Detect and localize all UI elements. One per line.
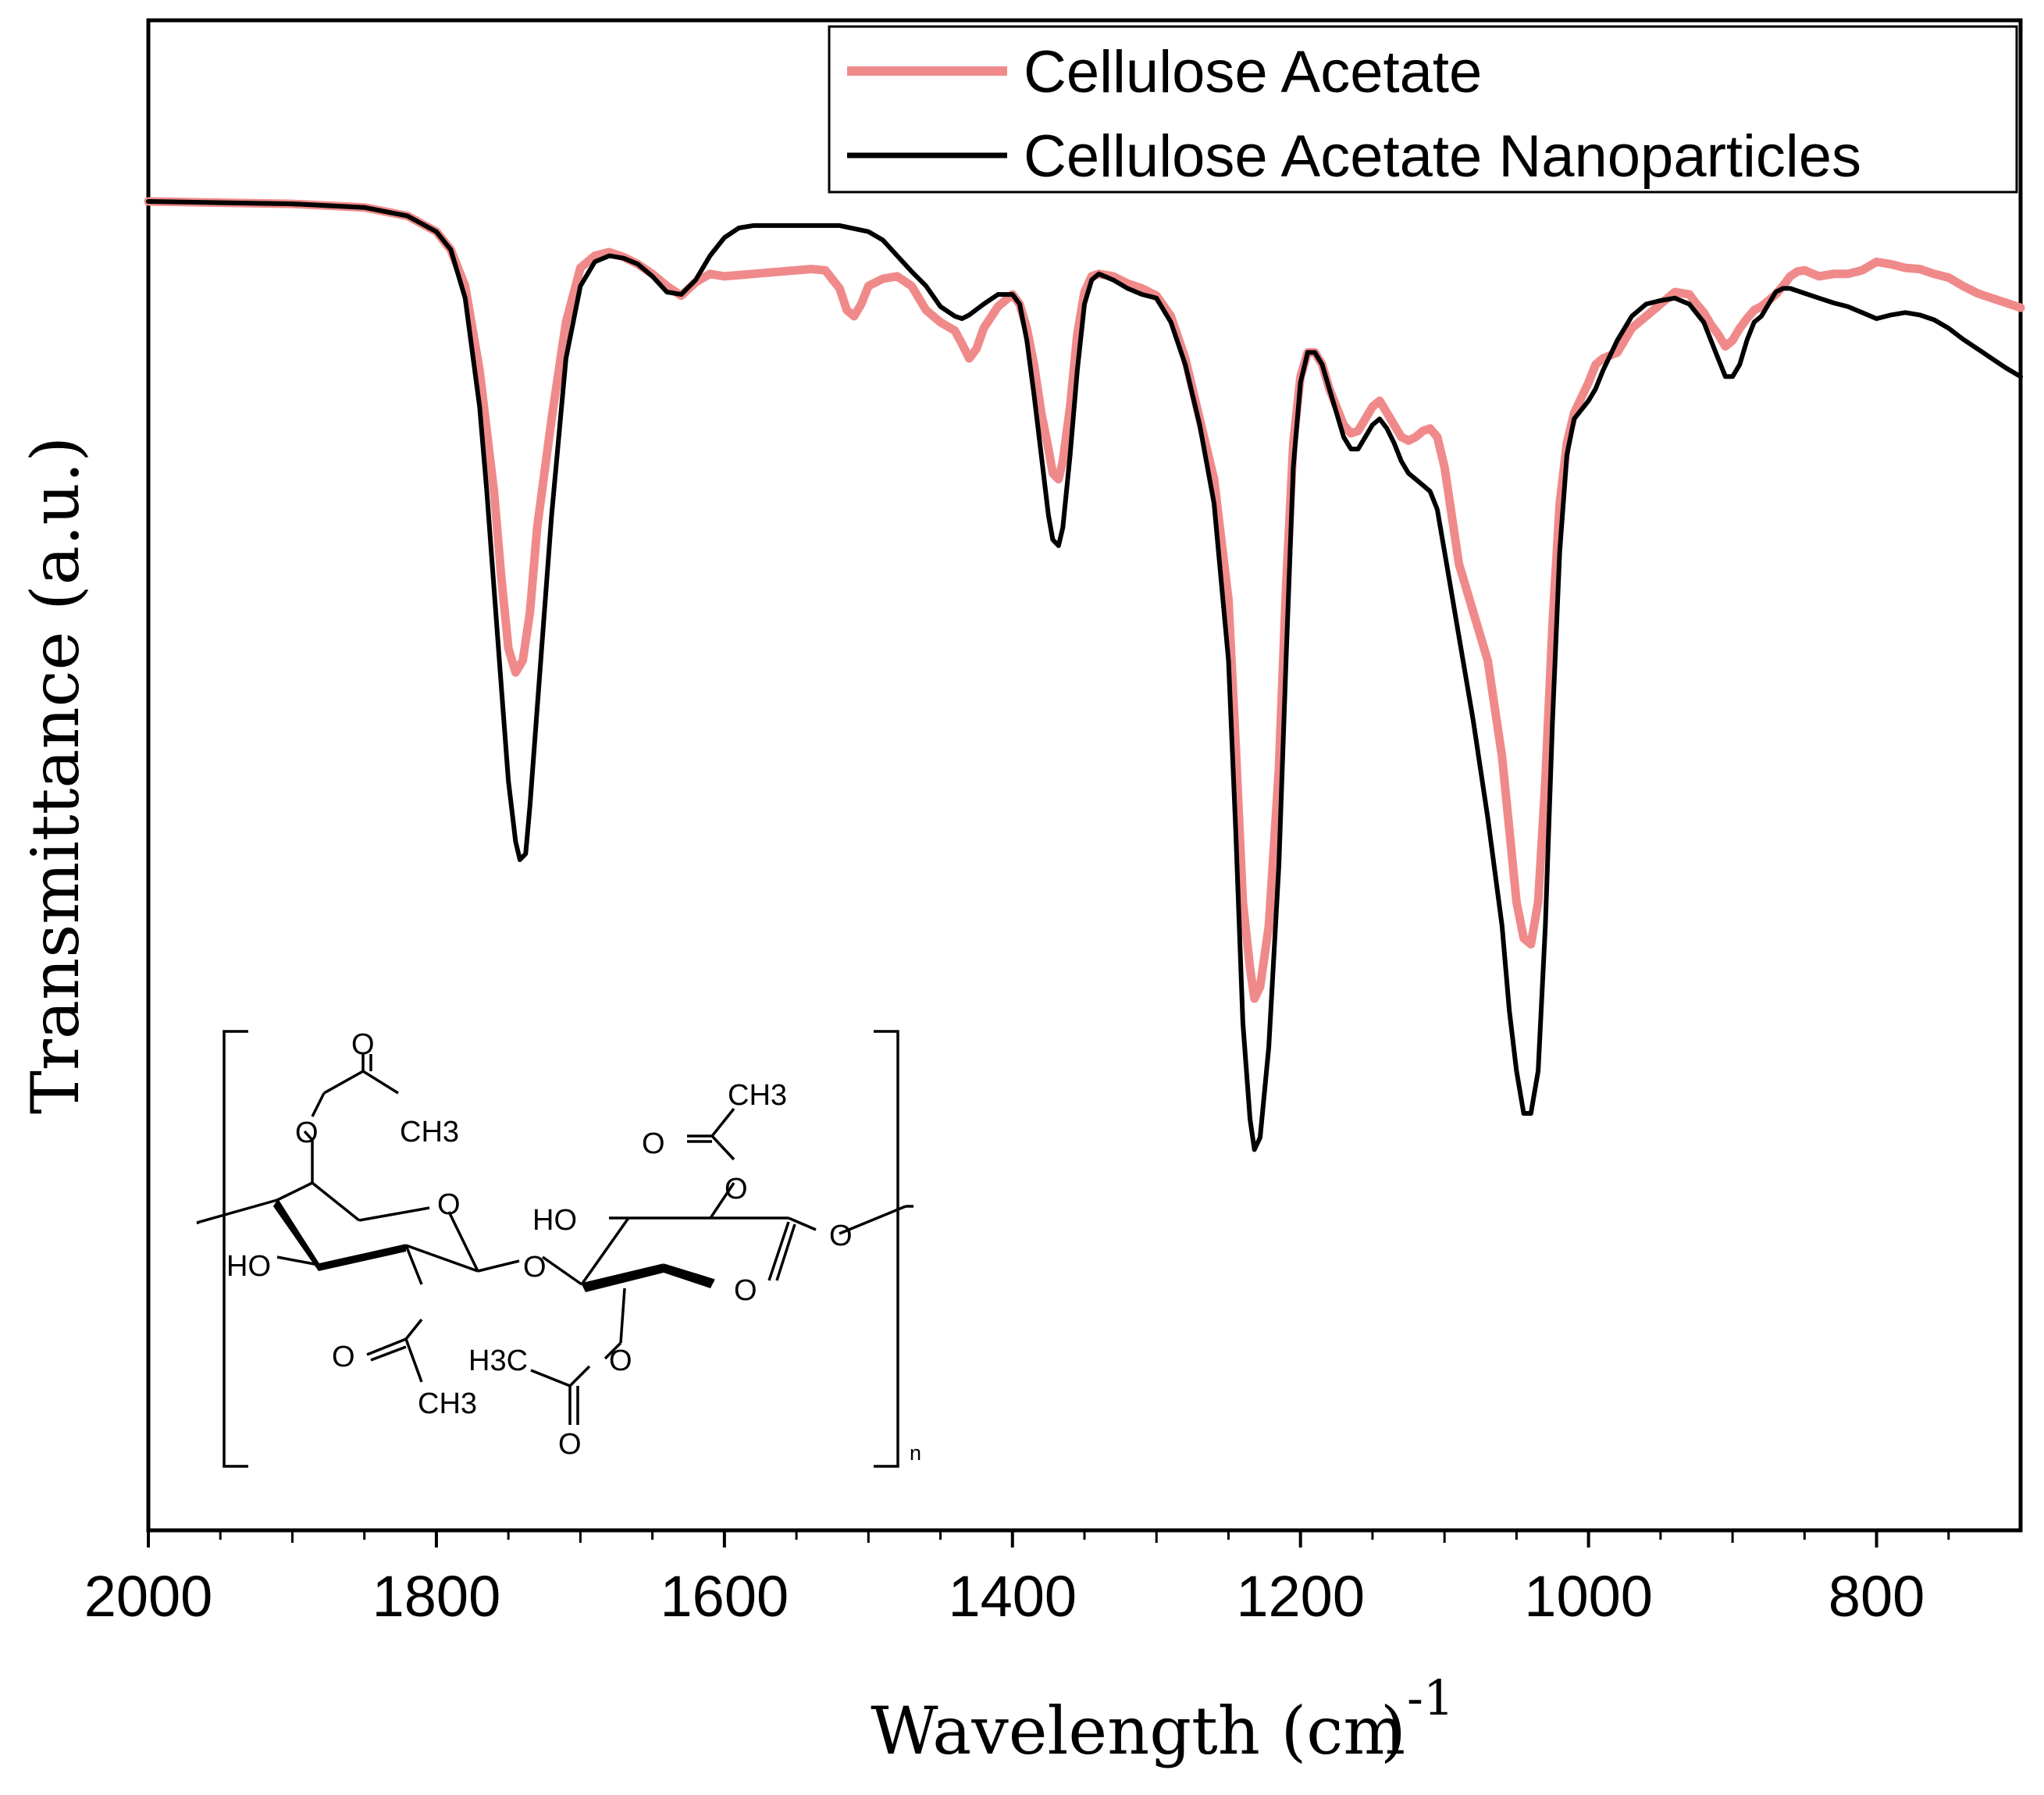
svg-text:O: O (351, 1028, 375, 1061)
svg-text:O: O (734, 1274, 757, 1307)
svg-text:O: O (558, 1428, 582, 1461)
plot-frame (146, 18, 2023, 1533)
svg-text:CH3: CH3 (400, 1116, 459, 1149)
svg-text:H3C: H3C (468, 1344, 528, 1377)
x-tick-label: 1400 (948, 1564, 1077, 1629)
x-axis-title: Wavelength (cm (871, 1693, 1405, 1769)
x-axis-title-close: ) (1380, 1693, 1406, 1769)
x-tick-label: 2000 (84, 1564, 213, 1629)
x-tick-label: 1200 (1236, 1564, 1365, 1629)
legend: Cellulose Acetate Cellulose Acetate Nano… (828, 25, 2018, 194)
right-bracket (874, 1030, 899, 1468)
series-line-nanoparticles (146, 199, 2023, 1152)
svg-text:HO: HO (532, 1204, 577, 1237)
x-axis-title-superscript: -1 (1407, 1669, 1454, 1726)
svg-text:O: O (295, 1117, 319, 1149)
left-bracket (223, 1030, 248, 1468)
svg-text:O: O (725, 1173, 748, 1206)
svg-text:O: O (437, 1188, 461, 1221)
svg-text:O: O (609, 1344, 632, 1377)
x-tick-label: 1600 (661, 1564, 789, 1629)
legend-label-nanoparticles: Cellulose Acetate Nanoparticles (1024, 123, 1861, 190)
cellulose-acetate-structure (196, 1030, 913, 1468)
svg-text:HO: HO (226, 1250, 271, 1283)
structure-labels: O CH3 HO O O O HO CH3 O O O O H3C O O CH… (226, 1028, 921, 1465)
svg-text:CH3: CH3 (418, 1387, 477, 1420)
svg-text:O: O (332, 1341, 355, 1373)
svg-text:O: O (642, 1127, 665, 1160)
y-axis-title: Transmittance (a.u.) (17, 436, 94, 1114)
series-line-cellulose-acetate (144, 197, 2025, 1003)
x-tick-label: 800 (1829, 1564, 1925, 1629)
svg-text:CH3: CH3 (728, 1079, 787, 1112)
legend-box (828, 25, 2018, 194)
svg-text:O: O (523, 1251, 547, 1284)
svg-text:n: n (910, 1441, 921, 1465)
legend-label-cellulose-acetate: Cellulose Acetate (1024, 39, 1482, 105)
svg-text:O: O (829, 1220, 853, 1252)
x-tick-label: 1800 (372, 1564, 501, 1629)
series-layer (144, 197, 2025, 1152)
x-tick-label: 1000 (1524, 1564, 1653, 1629)
x-axis-ticks: 2000 1800 1600 1400 1200 1000 800 (84, 1530, 1950, 1629)
